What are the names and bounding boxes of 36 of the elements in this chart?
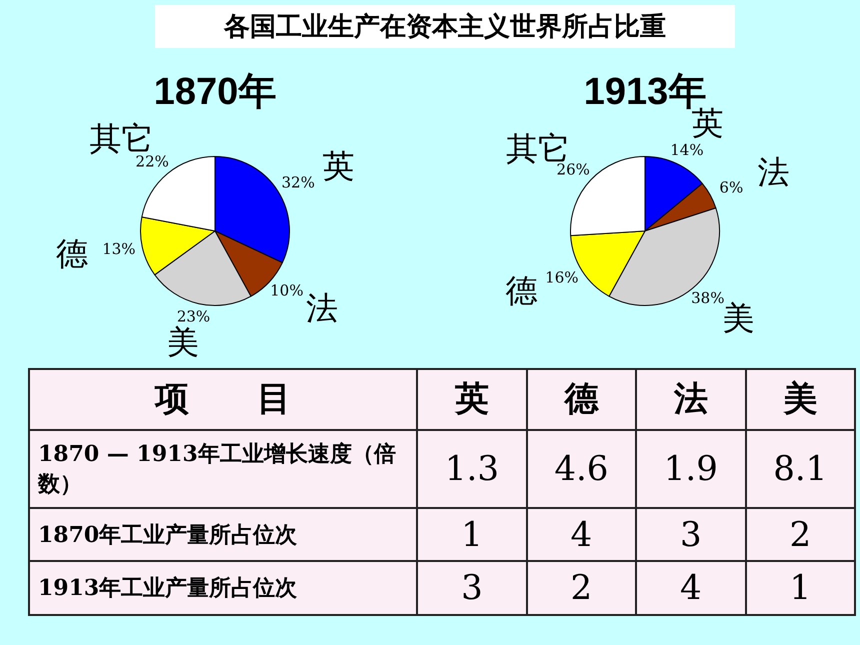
text: 1870年工业产量所占位次 <box>29 508 418 562</box>
data-label: 14% <box>670 140 704 159</box>
category-label: 美 <box>746 369 855 430</box>
data-label: 2 <box>526 561 636 615</box>
data-label: 1.9 <box>636 430 746 508</box>
data-label: 4 <box>636 561 746 615</box>
slice-label: 美 <box>167 323 200 362</box>
data-label: 1 <box>417 508 527 562</box>
series-label: 1870 — 1913年工业增长速度（倍数） <box>29 430 418 508</box>
slice-label: 法 <box>757 153 790 192</box>
data-label: 4.6 <box>526 430 636 508</box>
text: 1913年工业产量所占位次 <box>29 561 418 615</box>
text: 项 目 <box>29 369 418 430</box>
data-label: 16% <box>545 268 579 286</box>
text: 各国工业生产在资本主义世界所占比重 <box>155 5 735 48</box>
data-label: 6% <box>719 178 744 196</box>
slice-label: 英 <box>322 146 355 185</box>
data-label: 10% <box>270 281 304 300</box>
data-label: 32% <box>281 173 315 192</box>
data-label: 2 <box>746 508 855 562</box>
data-label: 3 <box>636 508 746 562</box>
data-label: 1.3 <box>417 430 527 508</box>
chart-title: 1870年 <box>152 70 278 115</box>
slice-label: 德 <box>56 234 88 273</box>
category-label: 英 <box>417 369 527 430</box>
slice-label: 法 <box>306 289 338 328</box>
category-label: 法 <box>636 369 746 430</box>
data-label: 13% <box>102 240 136 258</box>
data-label: 4 <box>526 508 636 562</box>
data-label: 1 <box>746 561 855 615</box>
data-label: 3 <box>417 561 527 615</box>
data-label: 38% <box>691 289 724 308</box>
slice-label: 德 <box>505 272 538 310</box>
data-label: 8.1 <box>746 430 855 508</box>
category-label: 德 <box>526 369 636 430</box>
data-label: 23% <box>176 307 210 326</box>
